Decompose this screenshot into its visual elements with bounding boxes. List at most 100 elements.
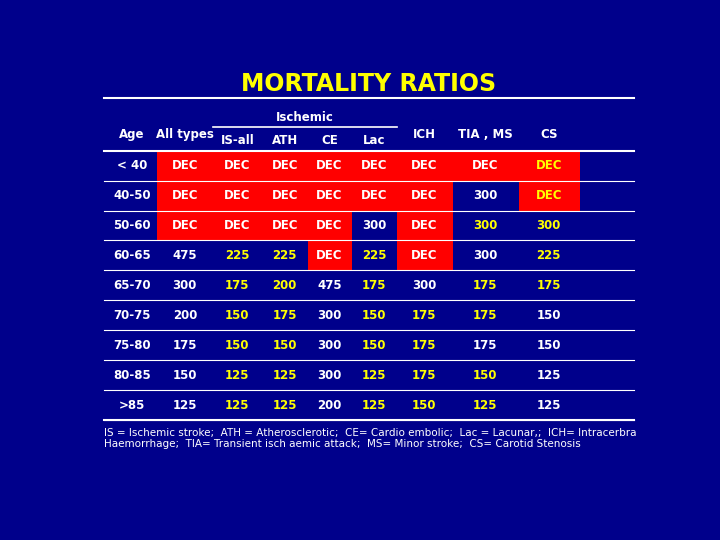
Bar bbox=[397, 180, 453, 211]
Text: MORTALITY RATIOS: MORTALITY RATIOS bbox=[241, 71, 497, 96]
Text: 125: 125 bbox=[536, 369, 561, 382]
Bar bbox=[397, 240, 453, 271]
Text: 125: 125 bbox=[536, 399, 561, 412]
Text: 175: 175 bbox=[272, 309, 297, 322]
Text: < 40: < 40 bbox=[117, 159, 147, 172]
Text: 200: 200 bbox=[318, 399, 341, 412]
Text: DEC: DEC bbox=[472, 159, 498, 172]
Text: 300: 300 bbox=[318, 309, 341, 322]
Text: TIA , MS: TIA , MS bbox=[458, 128, 513, 141]
Bar bbox=[262, 150, 309, 180]
Text: 150: 150 bbox=[412, 399, 436, 412]
Bar bbox=[518, 180, 580, 211]
Text: 300: 300 bbox=[362, 219, 386, 232]
Text: Age: Age bbox=[119, 128, 145, 141]
Text: 300: 300 bbox=[473, 249, 498, 262]
Text: 175: 175 bbox=[473, 339, 498, 352]
Text: DEC: DEC bbox=[411, 159, 438, 172]
Text: IS-all: IS-all bbox=[220, 133, 254, 146]
Text: 125: 125 bbox=[361, 399, 386, 412]
Bar bbox=[157, 210, 214, 240]
Text: 150: 150 bbox=[536, 309, 561, 322]
Text: 150: 150 bbox=[536, 339, 561, 352]
Text: DEC: DEC bbox=[271, 159, 298, 172]
Text: DEC: DEC bbox=[316, 219, 343, 232]
Text: 300: 300 bbox=[318, 369, 341, 382]
Text: DEC: DEC bbox=[224, 219, 251, 232]
Text: 175: 175 bbox=[536, 279, 561, 292]
Text: 175: 175 bbox=[173, 339, 197, 352]
Text: 150: 150 bbox=[173, 369, 197, 382]
Text: DEC: DEC bbox=[316, 249, 343, 262]
Bar bbox=[351, 180, 398, 211]
Bar bbox=[307, 240, 352, 271]
Bar bbox=[518, 150, 580, 180]
Text: 150: 150 bbox=[361, 309, 386, 322]
Text: 65-70: 65-70 bbox=[113, 279, 150, 292]
Text: Ischemic: Ischemic bbox=[276, 111, 334, 124]
Text: 125: 125 bbox=[473, 399, 498, 412]
Bar bbox=[307, 150, 352, 180]
Text: 175: 175 bbox=[225, 279, 250, 292]
Text: 40-50: 40-50 bbox=[113, 189, 150, 202]
Text: 75-80: 75-80 bbox=[113, 339, 150, 352]
Text: DEC: DEC bbox=[271, 189, 298, 202]
Bar bbox=[307, 180, 352, 211]
Text: 225: 225 bbox=[272, 249, 297, 262]
Text: DEC: DEC bbox=[271, 219, 298, 232]
Text: DEC: DEC bbox=[411, 189, 438, 202]
Text: 125: 125 bbox=[272, 399, 297, 412]
Text: 175: 175 bbox=[412, 369, 436, 382]
Text: 300: 300 bbox=[318, 339, 341, 352]
Text: 475: 475 bbox=[317, 279, 342, 292]
Text: 300: 300 bbox=[536, 219, 561, 232]
Text: 300: 300 bbox=[473, 189, 498, 202]
Text: 175: 175 bbox=[412, 309, 436, 322]
Text: DEC: DEC bbox=[171, 189, 198, 202]
Bar bbox=[262, 210, 309, 240]
Bar bbox=[213, 210, 263, 240]
Text: 175: 175 bbox=[473, 279, 498, 292]
Text: DEC: DEC bbox=[224, 159, 251, 172]
Bar bbox=[213, 180, 263, 211]
Text: DEC: DEC bbox=[171, 159, 198, 172]
Bar bbox=[397, 150, 453, 180]
Text: 60-65: 60-65 bbox=[113, 249, 150, 262]
Text: 300: 300 bbox=[173, 279, 197, 292]
Text: 150: 150 bbox=[225, 339, 250, 352]
Text: DEC: DEC bbox=[171, 219, 198, 232]
Text: DEC: DEC bbox=[411, 249, 438, 262]
Text: 300: 300 bbox=[473, 219, 498, 232]
Bar bbox=[157, 150, 214, 180]
Bar bbox=[307, 210, 352, 240]
Text: 225: 225 bbox=[225, 249, 250, 262]
Bar bbox=[351, 150, 398, 180]
Text: 200: 200 bbox=[173, 309, 197, 322]
Bar bbox=[262, 180, 309, 211]
Text: 225: 225 bbox=[361, 249, 386, 262]
Text: 150: 150 bbox=[361, 339, 386, 352]
Bar bbox=[157, 180, 214, 211]
Text: 150: 150 bbox=[225, 309, 250, 322]
Text: 225: 225 bbox=[536, 249, 561, 262]
Text: 125: 125 bbox=[361, 369, 386, 382]
Text: 70-75: 70-75 bbox=[113, 309, 150, 322]
Text: IS = Ischemic stroke;  ATH = Atherosclerotic;  CE= Cardio embolic;  Lac = Lacuna: IS = Ischemic stroke; ATH = Atherosclero… bbox=[104, 428, 636, 449]
Text: 150: 150 bbox=[473, 369, 498, 382]
Text: DEC: DEC bbox=[361, 159, 387, 172]
Text: 150: 150 bbox=[272, 339, 297, 352]
Text: 80-85: 80-85 bbox=[113, 369, 150, 382]
Text: ICH: ICH bbox=[413, 128, 436, 141]
Text: >85: >85 bbox=[119, 399, 145, 412]
Bar bbox=[213, 150, 263, 180]
Text: 125: 125 bbox=[225, 399, 250, 412]
Text: Lac: Lac bbox=[363, 133, 385, 146]
Text: 200: 200 bbox=[273, 279, 297, 292]
Text: 175: 175 bbox=[473, 309, 498, 322]
Text: ATH: ATH bbox=[271, 133, 298, 146]
Text: All types: All types bbox=[156, 128, 214, 141]
Text: DEC: DEC bbox=[224, 189, 251, 202]
Text: DEC: DEC bbox=[316, 189, 343, 202]
Text: 125: 125 bbox=[225, 369, 250, 382]
Text: DEC: DEC bbox=[361, 189, 387, 202]
